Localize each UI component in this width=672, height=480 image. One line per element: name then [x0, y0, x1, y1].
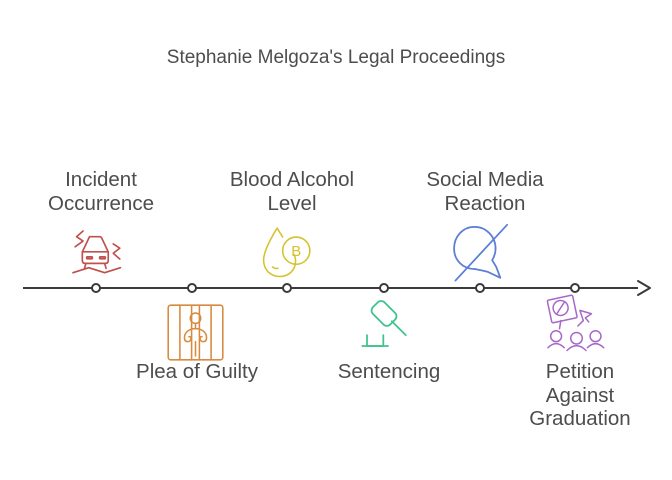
svg-text:B: B — [291, 243, 301, 260]
